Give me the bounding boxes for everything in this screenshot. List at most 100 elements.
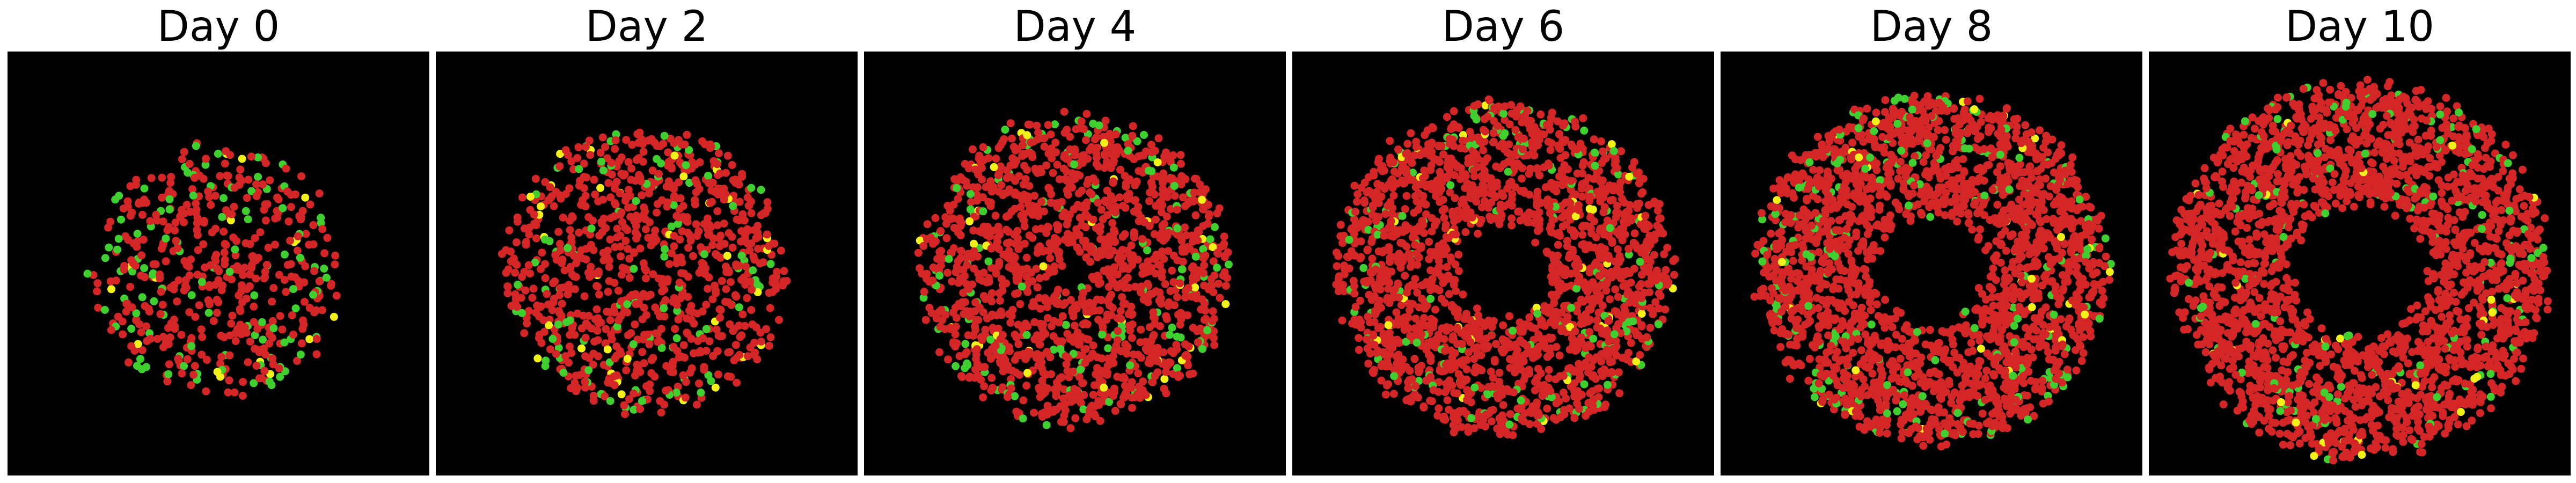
red-cell xyxy=(1488,331,1496,340)
red-cell xyxy=(1481,158,1489,166)
red-cell xyxy=(727,301,736,309)
red-cell xyxy=(1568,334,1576,342)
red-cell xyxy=(1436,334,1444,342)
red-cell xyxy=(1036,304,1044,313)
red-cell xyxy=(992,269,1000,278)
green-cell xyxy=(114,235,123,243)
red-cell xyxy=(1071,174,1080,183)
green-cell xyxy=(133,230,142,238)
green-cell xyxy=(187,291,196,299)
red-cell xyxy=(1058,337,1066,346)
green-cell xyxy=(554,343,563,352)
green-cell xyxy=(961,340,970,348)
red-cell xyxy=(626,293,634,302)
red-cell xyxy=(1591,375,1600,383)
red-cell xyxy=(261,159,270,167)
red-cell xyxy=(1487,181,1495,189)
red-cell xyxy=(1630,229,1639,238)
red-cell xyxy=(1126,326,1135,335)
red-cell xyxy=(1579,158,1588,166)
panel-day-6: Day 6 xyxy=(1292,0,1714,483)
red-cell xyxy=(775,316,783,324)
green-cell xyxy=(669,201,678,209)
red-cell xyxy=(1485,96,1494,105)
red-cell xyxy=(1038,377,1046,385)
red-cell xyxy=(199,240,208,248)
red-cell xyxy=(247,261,256,269)
red-cell xyxy=(1036,242,1044,251)
red-cell xyxy=(942,234,951,243)
red-cell xyxy=(1478,203,1486,211)
green-cell xyxy=(276,372,284,381)
red-cell xyxy=(1027,138,1035,147)
green-cell xyxy=(254,173,262,181)
red-cell xyxy=(573,154,582,162)
red-cell xyxy=(964,285,973,294)
red-cell xyxy=(1039,368,1048,377)
green-cell xyxy=(1177,265,1186,274)
red-cell xyxy=(1381,210,1390,218)
red-cell xyxy=(1040,134,1048,143)
red-cell xyxy=(166,179,175,187)
red-cell xyxy=(178,369,186,378)
red-cell xyxy=(1151,269,1160,278)
red-cell xyxy=(616,189,624,197)
red-cell xyxy=(1184,284,1192,292)
red-cell xyxy=(513,238,521,246)
red-cell xyxy=(1082,253,1091,262)
red-cell xyxy=(1099,215,1107,223)
red-cell xyxy=(1075,214,1084,222)
red-cell xyxy=(1474,230,1482,238)
red-cell xyxy=(595,290,603,299)
red-cell xyxy=(1629,293,1637,302)
red-cell xyxy=(716,313,724,322)
green-cell xyxy=(1169,163,1178,172)
red-cell xyxy=(1018,152,1027,160)
red-cell xyxy=(1411,314,1420,323)
green-cell xyxy=(259,335,267,344)
red-cell xyxy=(1382,335,1391,344)
green-cell xyxy=(1211,223,1219,231)
red-cell xyxy=(1464,324,1473,332)
red-cell xyxy=(971,165,979,174)
red-cell xyxy=(1426,248,1435,256)
green-cell xyxy=(697,389,705,397)
red-cell xyxy=(927,309,936,317)
red-cell xyxy=(1024,120,1033,129)
red-cell xyxy=(627,164,636,173)
red-cell xyxy=(585,136,594,145)
red-cell xyxy=(1477,384,1485,392)
red-cell xyxy=(692,220,700,229)
green-cell xyxy=(1591,162,1599,170)
yellow-cell xyxy=(990,163,998,171)
red-cell xyxy=(156,270,164,279)
red-cell xyxy=(1096,370,1104,379)
red-cell xyxy=(1531,324,1539,333)
red-cell xyxy=(750,255,759,264)
red-cell xyxy=(158,193,166,202)
green-cell xyxy=(1654,320,1663,328)
red-cell xyxy=(228,311,237,320)
red-cell xyxy=(1483,343,1491,352)
red-cell xyxy=(236,165,245,174)
red-cell xyxy=(653,200,662,208)
red-cell xyxy=(979,393,987,401)
red-cell xyxy=(647,369,656,377)
red-cell xyxy=(721,297,730,306)
red-cell xyxy=(1425,255,1433,264)
red-cell xyxy=(1468,147,1477,155)
red-cell xyxy=(331,251,340,260)
green-cell xyxy=(1603,380,1612,389)
red-cell xyxy=(718,277,726,286)
red-cell xyxy=(1162,212,1171,221)
red-cell xyxy=(1509,388,1518,397)
red-cell xyxy=(1165,174,1173,183)
red-cell xyxy=(1458,423,1466,431)
red-cell xyxy=(1216,294,1224,302)
red-cell xyxy=(1446,253,1455,262)
red-cell xyxy=(957,276,965,285)
red-cell xyxy=(1370,341,1379,349)
red-cell xyxy=(171,226,179,235)
red-cell xyxy=(1123,246,1131,255)
red-cell xyxy=(1443,263,1451,272)
